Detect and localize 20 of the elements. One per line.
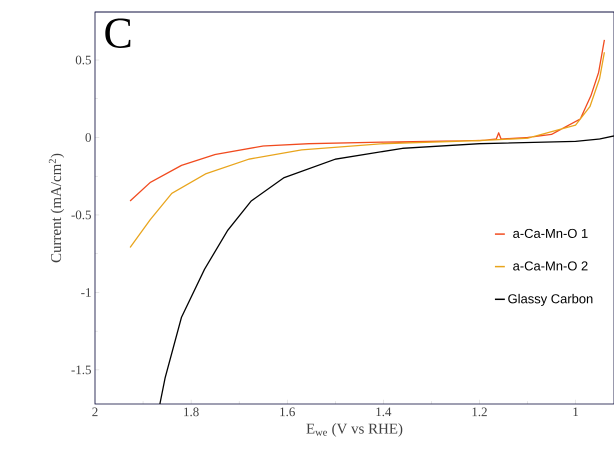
line-series [129,52,606,248]
y-tick-label: -1.5 [71,366,91,374]
y-tick-label: -1 [81,288,91,297]
annotation: C [105,18,130,48]
y-axis-title: Current (mA/cm$^{2}$) [48,154,64,262]
x-tick-label: 1.6 [280,408,295,416]
x-tick-label: 2 [92,408,98,416]
y-tick-label: 0 [86,133,91,142]
legend-label: a-Ca-Mn-O 2 [513,261,588,271]
x-tick-label: 1.2 [472,408,487,416]
x-axis-title: E$_{we}$ (V vs RHE) [306,423,402,437]
y-tick-label: -0.5 [71,210,91,220]
legend-label: Glassy Carbon [508,294,592,306]
x-tick-label: 1.4 [376,408,392,416]
legend-label: a-Ca-Mn-O 1 [513,228,588,238]
line-series [129,39,606,202]
line-series [159,135,614,404]
x-tick-label: 1 [573,408,578,416]
y-tick-label: 0.5 [76,56,91,64]
x-tick-label: 1.8 [184,408,199,416]
